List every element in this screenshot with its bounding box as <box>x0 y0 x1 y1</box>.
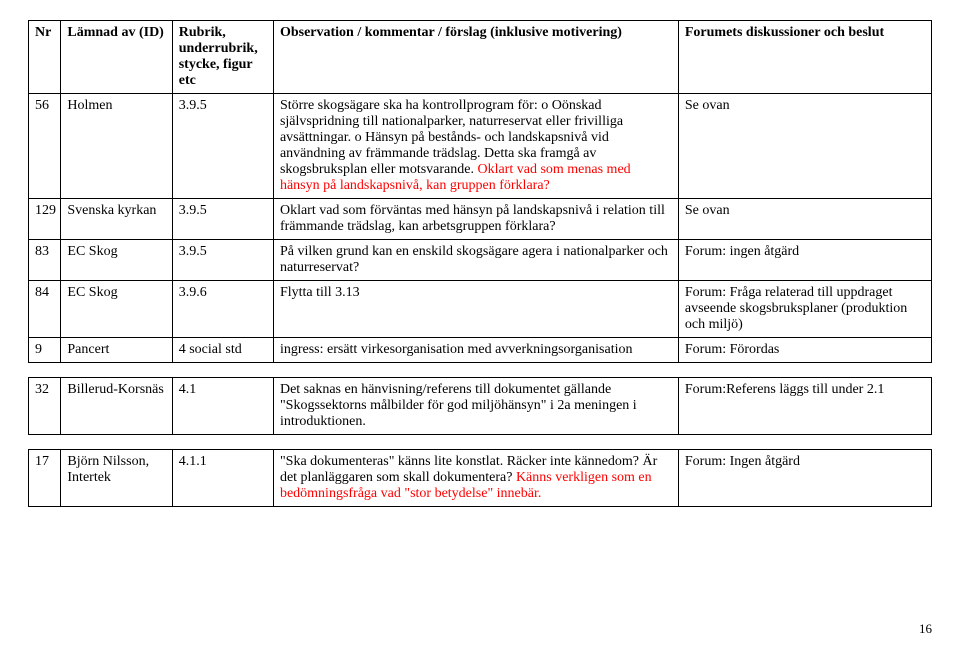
cell-nr: 84 <box>29 281 61 338</box>
cell-nr: 32 <box>29 378 61 435</box>
cell-id: EC Skog <box>61 281 172 338</box>
cell-forum: Se ovan <box>678 94 931 199</box>
table-row: 83 EC Skog 3.9.5 På vilken grund kan en … <box>29 240 932 281</box>
cell-id: EC Skog <box>61 240 172 281</box>
obs-black: ingress: ersätt virkesorganisation med a… <box>280 342 633 357</box>
header-row: Nr Lämnad av (ID) Rubrik, underrubrik, s… <box>29 21 932 94</box>
cell-nr: 9 <box>29 338 61 363</box>
cell-section: 4.1 <box>172 378 273 435</box>
table-row: 9 Pancert 4 social std ingress: ersätt v… <box>29 338 932 363</box>
cell-forum: Se ovan <box>678 199 931 240</box>
cell-section: 3.9.6 <box>172 281 273 338</box>
cell-obs: ingress: ersätt virkesorganisation med a… <box>273 338 678 363</box>
spacer-row <box>29 363 932 378</box>
table-row: 56 Holmen 3.9.5 Större skogsägare ska ha… <box>29 94 932 199</box>
cell-nr: 56 <box>29 94 61 199</box>
page-number: 16 <box>919 621 932 637</box>
cell-section: 4.1.1 <box>172 450 273 507</box>
review-table: Nr Lämnad av (ID) Rubrik, underrubrik, s… <box>28 20 932 507</box>
header-section: Rubrik, underrubrik, stycke, figur etc <box>172 21 273 94</box>
cell-id: Holmen <box>61 94 172 199</box>
obs-black: Flytta till 3.13 <box>280 285 360 300</box>
cell-id: Svenska kyrkan <box>61 199 172 240</box>
cell-id: Pancert <box>61 338 172 363</box>
cell-id: Billerud-Korsnäs <box>61 378 172 435</box>
cell-obs: Större skogsägare ska ha kontrollprogram… <box>273 94 678 199</box>
header-id: Lämnad av (ID) <box>61 21 172 94</box>
obs-black: Oklart vad som förväntas med hänsyn på l… <box>280 203 665 234</box>
cell-nr: 83 <box>29 240 61 281</box>
cell-forum: Forum: Förordas <box>678 338 931 363</box>
page: Nr Lämnad av (ID) Rubrik, underrubrik, s… <box>0 0 960 647</box>
cell-id: Björn Nilsson, Intertek <box>61 450 172 507</box>
cell-forum: Forum:Referens läggs till under 2.1 <box>678 378 931 435</box>
cell-section: 3.9.5 <box>172 240 273 281</box>
header-obs: Observation / kommentar / förslag (inklu… <box>273 21 678 94</box>
spacer-row <box>29 435 932 450</box>
table-row: 32 Billerud-Korsnäs 4.1 Det saknas en hä… <box>29 378 932 435</box>
table-row: 84 EC Skog 3.9.6 Flytta till 3.13 Forum:… <box>29 281 932 338</box>
cell-obs: Oklart vad som förväntas med hänsyn på l… <box>273 199 678 240</box>
cell-obs: Flytta till 3.13 <box>273 281 678 338</box>
cell-nr: 17 <box>29 450 61 507</box>
cell-forum: Forum: Fråga relaterad till uppdraget av… <box>678 281 931 338</box>
table-row: 17 Björn Nilsson, Intertek 4.1.1 "Ska do… <box>29 450 932 507</box>
header-nr: Nr <box>29 21 61 94</box>
cell-nr: 129 <box>29 199 61 240</box>
table-row: 129 Svenska kyrkan 3.9.5 Oklart vad som … <box>29 199 932 240</box>
cell-forum: Forum: Ingen åtgärd <box>678 450 931 507</box>
cell-forum: Forum: ingen åtgärd <box>678 240 931 281</box>
obs-black: Det saknas en hänvisning/referens till d… <box>280 382 637 429</box>
cell-section: 3.9.5 <box>172 94 273 199</box>
cell-obs: Det saknas en hänvisning/referens till d… <box>273 378 678 435</box>
obs-black: På vilken grund kan en enskild skogsägar… <box>280 244 668 275</box>
cell-section: 4 social std <box>172 338 273 363</box>
header-forum: Forumets diskussioner och beslut <box>678 21 931 94</box>
cell-section: 3.9.5 <box>172 199 273 240</box>
cell-obs: På vilken grund kan en enskild skogsägar… <box>273 240 678 281</box>
cell-obs: "Ska dokumenteras" känns lite konstlat. … <box>273 450 678 507</box>
